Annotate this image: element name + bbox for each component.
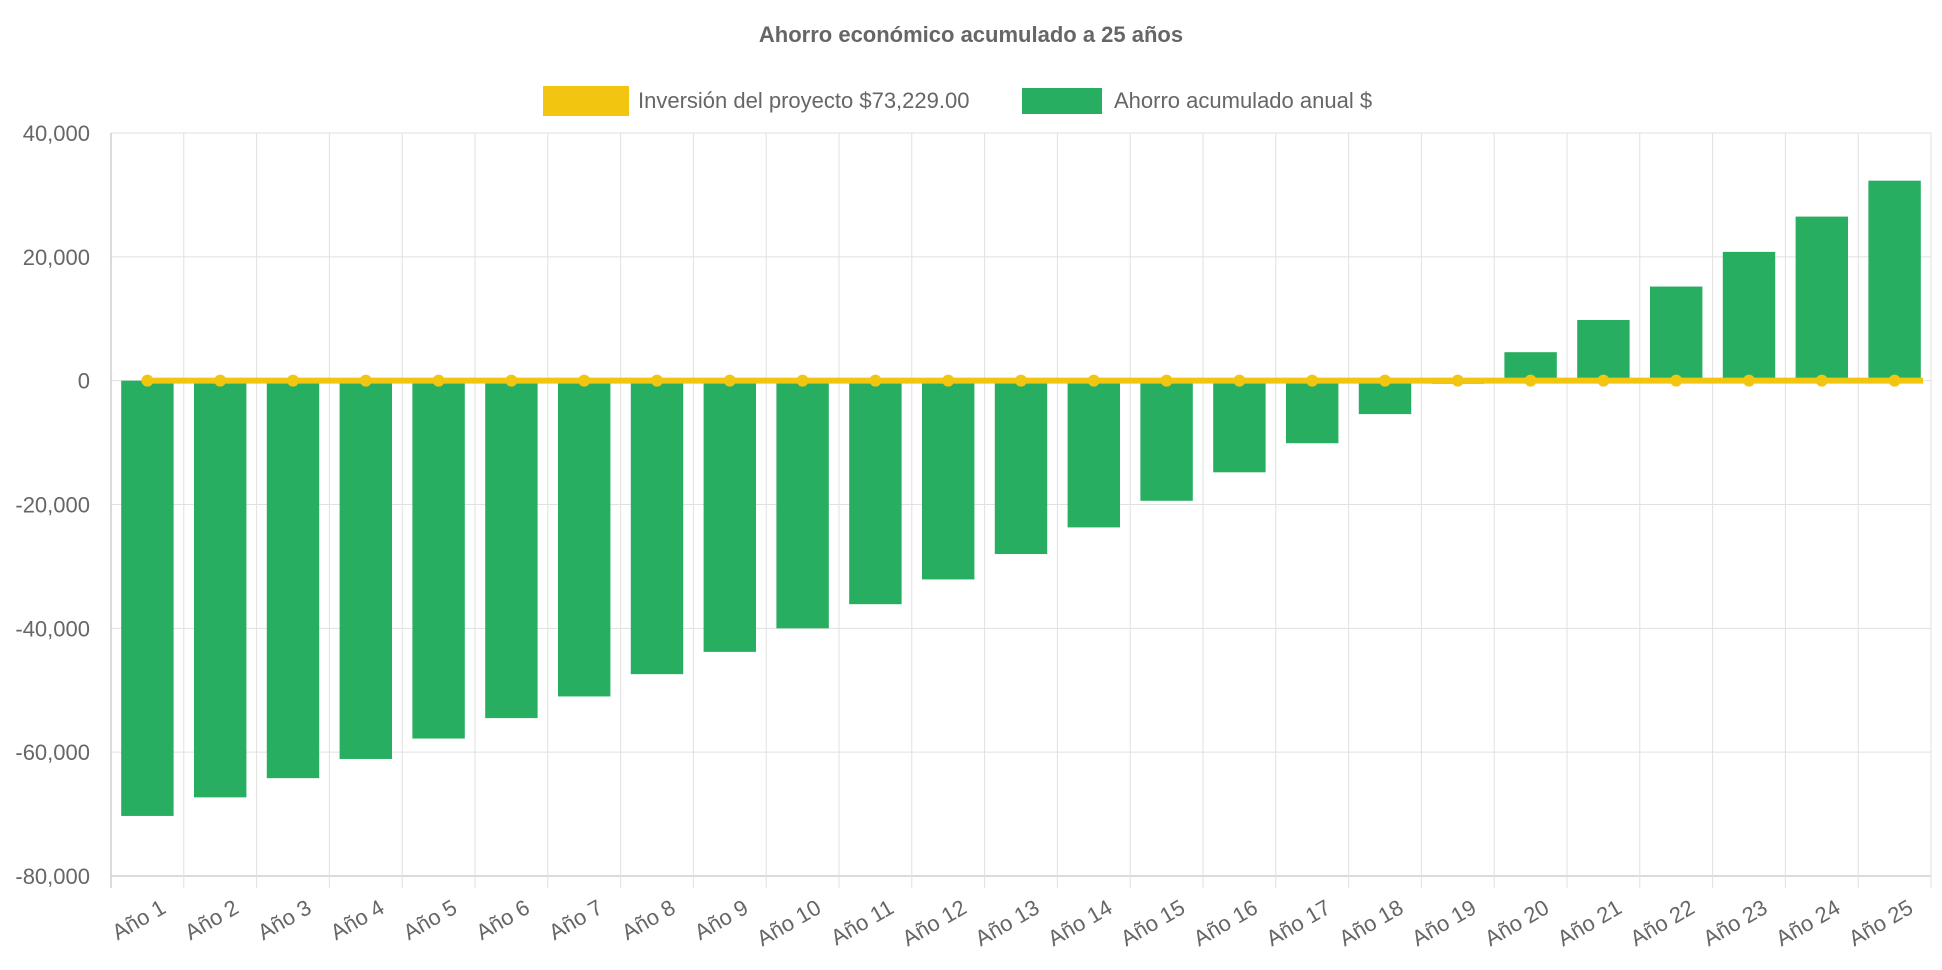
point-inversion[interactable] (723, 374, 736, 387)
point-inversion[interactable] (1015, 374, 1027, 387)
x-tick-label: Año 2 (180, 895, 242, 945)
point-inversion[interactable] (1379, 374, 1391, 387)
point-inversion[interactable] (1888, 374, 1901, 387)
y-tick-label: -20,000 (15, 493, 90, 518)
point-inversion[interactable] (214, 374, 227, 387)
x-tick-label: Año 8 (617, 895, 679, 945)
x-tick-label: Año 16 (1189, 895, 1262, 952)
y-tick-label: -60,000 (15, 740, 90, 765)
point-inversion[interactable] (1743, 374, 1755, 387)
grid-lines (110, 132, 1932, 888)
x-tick-label: Año 12 (898, 895, 971, 952)
bar-ahorro[interactable] (1795, 216, 1849, 381)
bar-ahorro[interactable] (485, 380, 538, 719)
bar-ahorro[interactable] (557, 380, 611, 697)
legend-swatch-inversion[interactable] (543, 86, 629, 116)
bar-ahorro[interactable] (703, 380, 757, 652)
y-axis-ticks: 40,000 20,000 0 -20,000 -40,000 -60,000 -80,00… (15, 121, 90, 889)
bar-ahorro[interactable] (339, 380, 393, 759)
point-inversion[interactable] (578, 374, 591, 387)
x-tick-label: Año 24 (1771, 895, 1844, 952)
legend: Inversión del proyecto $73,229.00 Ahorro… (543, 86, 1372, 116)
bar-ahorro[interactable] (1868, 180, 1921, 381)
point-inversion[interactable] (1306, 374, 1319, 387)
bar-ahorro[interactable] (1649, 286, 1703, 381)
x-tick-label: Año 25 (1844, 895, 1917, 952)
bar-ahorro[interactable] (1577, 319, 1630, 381)
chart-title: Ahorro económico acumulado a 25 años (759, 22, 1183, 47)
x-tick-label: Año 6 (472, 895, 534, 945)
point-inversion[interactable] (359, 374, 372, 387)
x-tick-label: Año 7 (544, 895, 606, 945)
bar-ahorro[interactable] (1140, 380, 1193, 501)
legend-label-inversion[interactable]: Inversión del proyecto $73,229.00 (638, 88, 969, 113)
point-inversion[interactable] (1597, 374, 1610, 387)
x-tick-label: Año 20 (1480, 895, 1553, 952)
x-tick-label: Año 21 (1553, 895, 1626, 952)
legend-swatch-ahorro[interactable] (1022, 88, 1102, 114)
y-tick-label: -40,000 (15, 616, 90, 641)
x-tick-label: Año 11 (826, 895, 897, 951)
point-inversion[interactable] (1524, 374, 1537, 387)
x-tick-label: Año 13 (971, 895, 1044, 952)
x-tick-label: Año 9 (690, 895, 752, 945)
bar-ahorro[interactable] (266, 380, 320, 779)
bar-ahorro[interactable] (1722, 251, 1776, 381)
bars (121, 180, 1921, 816)
x-tick-label: Año 5 (399, 895, 461, 945)
point-inversion[interactable] (432, 374, 445, 387)
x-tick-label: Año 3 (253, 895, 315, 945)
investment-line (141, 374, 1923, 387)
y-tick-label: 20,000 (23, 245, 90, 270)
point-inversion[interactable] (869, 374, 882, 387)
point-inversion[interactable] (287, 374, 299, 387)
x-tick-label: Año 15 (1116, 895, 1189, 952)
bar-ahorro[interactable] (1067, 380, 1121, 528)
x-tick-label: Año 23 (1699, 895, 1772, 952)
point-inversion[interactable] (651, 374, 663, 387)
bar-ahorro[interactable] (1213, 380, 1266, 473)
bar-ahorro[interactable] (121, 380, 174, 816)
point-inversion[interactable] (1160, 374, 1173, 387)
bar-ahorro[interactable] (921, 380, 975, 580)
x-tick-label: Año 18 (1335, 895, 1408, 952)
y-tick-label: -80,000 (15, 864, 90, 889)
point-inversion[interactable] (1451, 374, 1464, 387)
bar-ahorro[interactable] (412, 380, 465, 739)
bar-ahorro[interactable] (630, 380, 684, 675)
y-tick-label: 40,000 (23, 121, 90, 146)
y-tick-label: 0 (78, 369, 90, 394)
x-tick-label: Año 14 (1043, 895, 1116, 952)
bar-ahorro[interactable] (1285, 380, 1339, 444)
point-inversion[interactable] (796, 374, 809, 387)
point-inversion[interactable] (942, 374, 955, 387)
x-tick-label: Año 4 (326, 895, 388, 945)
bar-ahorro[interactable] (776, 380, 829, 629)
bar-ahorro[interactable] (193, 380, 247, 798)
point-inversion[interactable] (505, 374, 518, 387)
legend-label-ahorro[interactable]: Ahorro acumulado anual $ (1114, 88, 1372, 113)
x-tick-label: Año 17 (1262, 895, 1335, 952)
x-tick-label: Año 1 (108, 895, 170, 945)
bar-ahorro[interactable] (849, 380, 902, 605)
point-inversion[interactable] (141, 374, 154, 387)
x-tick-label: Año 10 (752, 895, 825, 952)
point-inversion[interactable] (1815, 374, 1828, 387)
x-tick-label: Año 22 (1626, 895, 1699, 952)
point-inversion[interactable] (1087, 374, 1100, 387)
bar-ahorro[interactable] (994, 380, 1048, 555)
x-tick-label: Año 19 (1407, 895, 1480, 952)
point-inversion[interactable] (1670, 374, 1683, 387)
point-inversion[interactable] (1233, 374, 1246, 387)
x-axis-ticks: Año 1 Año 2 Año 3 Año 4 Año 5 Año 6 Año 7 Año 8… (108, 895, 1917, 952)
